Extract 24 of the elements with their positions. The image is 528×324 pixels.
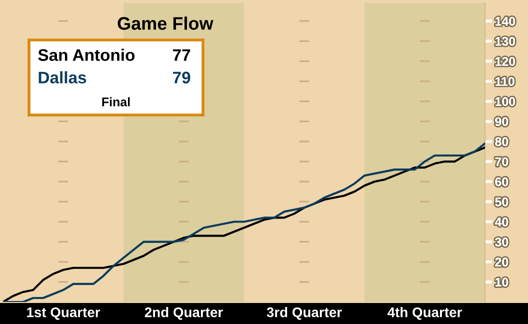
- annotation: 77: [173, 49, 190, 61]
- text: 1st Quarter: [27, 307, 100, 320]
- text: Game Flow: [118, 16, 214, 30]
- y-tick-label: 60: [495, 177, 508, 186]
- y-tick-label: 140: [496, 16, 516, 26]
- text: Dallas: [38, 71, 86, 84]
- y-tick-label: 90: [495, 117, 508, 126]
- y-tick-label: 40: [494, 218, 508, 226]
- y-tick-label: 50: [495, 197, 508, 206]
- y-tick-label: 100: [496, 97, 516, 106]
- y-tick-label: 10: [496, 278, 508, 287]
- y-tick-label: 110: [496, 77, 514, 86]
- text: 4th Quarter: [388, 307, 462, 320]
- y-tick-label: 130: [496, 36, 516, 46]
- annotation: Final: [102, 97, 130, 106]
- text: 2nd Quarter: [144, 307, 223, 320]
- y-tick-label: 20: [495, 258, 508, 267]
- text: 3rd Quarter: [266, 307, 342, 320]
- y-tick-label: 70: [495, 157, 508, 166]
- y-tick-label: 120: [496, 56, 516, 66]
- y-tick-label: 30: [495, 238, 508, 246]
- y-tick-label: 80: [495, 137, 508, 146]
- annotation: 79: [173, 72, 190, 84]
- text: San Antonio: [38, 48, 135, 61]
